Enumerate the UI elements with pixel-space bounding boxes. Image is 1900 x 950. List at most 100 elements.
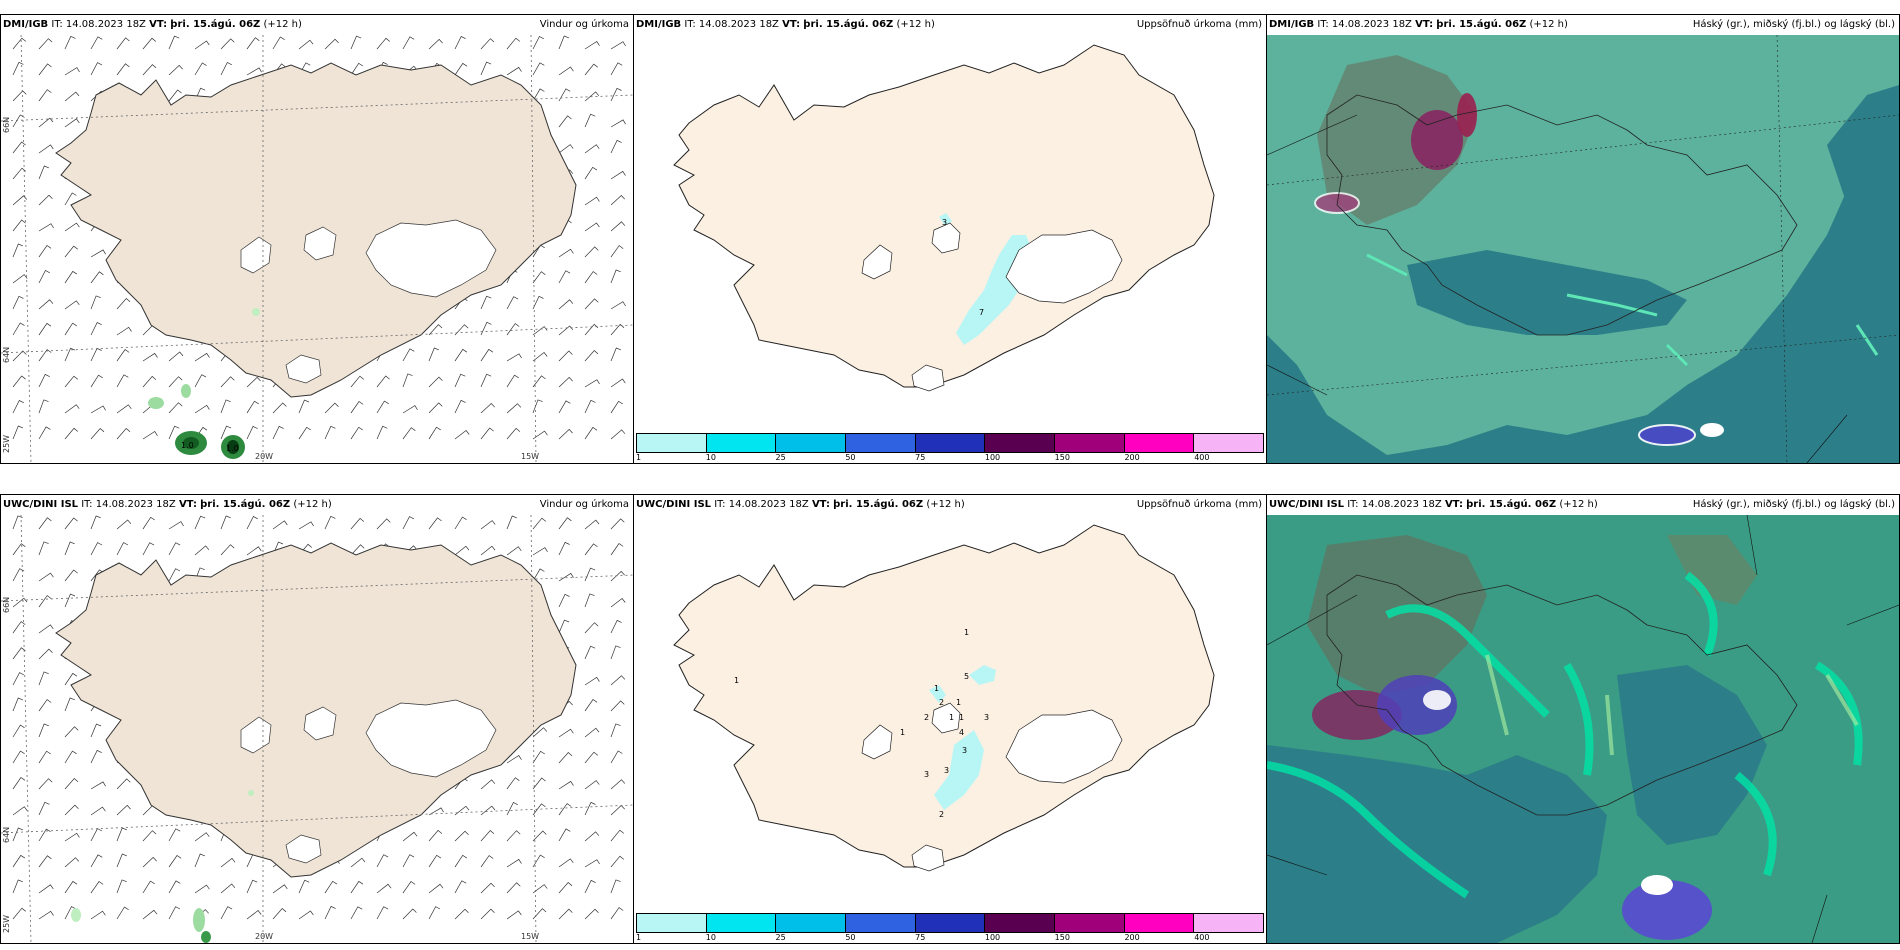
colorbar-cell xyxy=(985,434,1056,452)
wind-barb xyxy=(116,804,131,816)
wind-barb xyxy=(168,828,181,842)
wind-barb xyxy=(454,373,466,388)
colorbar-cell xyxy=(915,434,986,452)
wind-barb xyxy=(12,697,23,712)
wind-barb xyxy=(532,295,544,310)
lead-time: (+12 h) xyxy=(293,499,332,510)
precip-value: 3 xyxy=(924,770,929,779)
wind-barb xyxy=(610,570,625,582)
wind-barb xyxy=(220,425,232,440)
wind-barb xyxy=(12,350,27,362)
wind-barb xyxy=(532,375,546,388)
wind-barb xyxy=(12,274,28,284)
wind-barb xyxy=(558,803,572,816)
wind-barb xyxy=(142,352,158,362)
panel-header: DMI/IGB IT: 14.08.2023 18Z VT: þri. 15.á… xyxy=(1267,15,1899,35)
wind-barb xyxy=(38,89,52,102)
lon-label: 25W xyxy=(2,435,11,453)
wind-barb xyxy=(558,828,571,842)
init-time: 14.08.2023 18Z xyxy=(1361,499,1442,510)
wind-barb xyxy=(90,347,102,362)
lead-time: (+12 h) xyxy=(1529,19,1568,30)
wind-barb xyxy=(480,830,495,842)
wind-barb xyxy=(194,62,207,76)
lead-time: (+12 h) xyxy=(263,19,302,30)
wind-barb xyxy=(116,519,132,530)
wind-barb xyxy=(38,223,54,232)
valid-time: þri. 15.ágú. 06Z xyxy=(803,19,894,30)
wind-barb xyxy=(64,222,80,232)
wind-barb xyxy=(38,624,54,634)
colorbar-cell xyxy=(985,914,1056,932)
map-wind: 1.0 1.0 66N 64N 25W 20W 15W xyxy=(1,35,633,463)
wind-barb xyxy=(220,376,235,388)
vt-label: VT: xyxy=(178,499,197,510)
wind-barb xyxy=(12,806,28,816)
wind-barb xyxy=(532,352,548,362)
wind-barb xyxy=(38,117,54,128)
wind-barb xyxy=(532,547,548,556)
wind-barb xyxy=(194,40,210,50)
vt-label: VT: xyxy=(811,499,830,510)
colorbar-cell xyxy=(706,914,777,932)
wind-barb xyxy=(246,546,262,556)
wind-barb xyxy=(428,324,443,336)
wind-barb xyxy=(428,906,441,920)
wind-barb xyxy=(506,830,521,842)
colorbar-label: 150 xyxy=(1054,933,1070,942)
wind-barb xyxy=(454,399,466,414)
model-name: DMI/IGB xyxy=(3,19,49,30)
wind-barb xyxy=(116,778,131,790)
wind-barb xyxy=(38,426,51,440)
wind-barb xyxy=(220,906,233,920)
wind-barb xyxy=(90,749,102,764)
wind-barb xyxy=(38,884,54,894)
vt-label: VT: xyxy=(1444,499,1463,510)
wind-barb xyxy=(506,755,522,764)
colorbar-label: 100 xyxy=(984,453,1001,462)
wind-barb xyxy=(324,425,336,440)
lat-label: 66N xyxy=(2,117,11,133)
lat-label: 64N xyxy=(2,347,11,363)
wind-barb xyxy=(584,801,596,816)
wind-barb xyxy=(272,908,287,920)
wind-barb xyxy=(38,399,49,414)
wind-barb xyxy=(558,376,573,388)
wind-barb xyxy=(428,402,443,414)
precip-value: 3 xyxy=(942,218,947,227)
wind-barb xyxy=(610,221,626,232)
wind-barb xyxy=(402,36,415,50)
wind-barb xyxy=(64,404,80,414)
wind-barb xyxy=(64,91,80,102)
precip-value: 1 xyxy=(934,684,939,693)
wind-barb xyxy=(532,430,548,440)
wind-barb xyxy=(584,593,595,608)
wind-barb xyxy=(64,541,75,556)
colorbar-cell xyxy=(776,914,847,932)
wind-barb xyxy=(194,545,210,556)
panel-precip-uwc: UWC/DINI ISL IT: 14.08.2023 18Z VT: þri.… xyxy=(633,494,1267,944)
wind-barb xyxy=(610,645,621,660)
precip-area xyxy=(934,730,984,810)
init-time: 14.08.2023 18Z xyxy=(728,499,809,510)
wind-barb xyxy=(194,884,210,894)
valid-time: þri. 15.ágú. 06Z xyxy=(170,19,261,30)
wind-barb xyxy=(142,856,157,868)
precip-value: 3 xyxy=(944,766,949,775)
panel-title: Háský (gr.), miðský (fj.bl.) og lágský (… xyxy=(1692,499,1895,510)
wind-barb xyxy=(610,347,622,362)
wind-barb xyxy=(558,908,573,920)
colorbar-label: 50 xyxy=(845,933,856,942)
wind-barb xyxy=(168,402,183,414)
wind-barb xyxy=(220,857,236,868)
wind-barb xyxy=(454,348,468,362)
wind-barb xyxy=(64,300,80,310)
wind-barb xyxy=(584,426,598,440)
wind-barb xyxy=(610,907,624,920)
wind-barb xyxy=(376,400,389,414)
wind-barb xyxy=(64,778,79,790)
wind-barb xyxy=(272,425,284,440)
wind-barb xyxy=(428,517,442,530)
it-label: IT: xyxy=(1347,499,1359,510)
wind-barb xyxy=(584,699,598,712)
